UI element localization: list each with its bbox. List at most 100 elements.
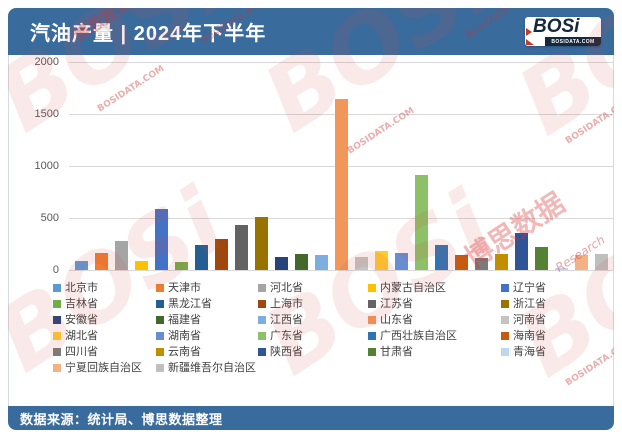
- legend-swatch-icon: [156, 348, 164, 356]
- legend-item-四川省: 四川省: [53, 346, 156, 358]
- legend-item-新疆维吾尔自治区: 新疆维吾尔自治区: [156, 362, 258, 374]
- legend-swatch-icon: [53, 364, 61, 372]
- legend-label: 海南省: [513, 330, 546, 342]
- footer-bar: 数据来源：统计局、博思数据整理: [8, 406, 614, 430]
- legend-label: 黑龙江省: [168, 298, 212, 310]
- bar-浙江省: [254, 217, 268, 270]
- legend-item-云南省: 云南省: [156, 346, 258, 358]
- bar-河北省: [114, 240, 128, 270]
- legend-label: 陕西省: [270, 346, 303, 358]
- legend-swatch-icon: [368, 348, 376, 356]
- bosi-logo: BOSi BOSIDATA.COM: [525, 17, 601, 46]
- bar-青海省: [554, 268, 568, 270]
- gridline-0: [69, 270, 613, 271]
- logo-wordmark: BOSi: [533, 17, 580, 37]
- legend-swatch-icon: [501, 284, 509, 292]
- legend-swatch-icon: [258, 316, 266, 324]
- legend-item-甘肃省: 甘肃省: [368, 346, 501, 358]
- bar-吉林省: [174, 262, 188, 270]
- legend-item-陕西省: 陕西省: [258, 346, 368, 358]
- page-title: 汽油产量 | 2024年下半年: [30, 23, 267, 45]
- y-tick-label-2000: 2000: [34, 56, 59, 68]
- bar-新疆维吾尔自治区: [594, 254, 608, 270]
- bar-山东省: [334, 99, 348, 270]
- legend-item-天津市: 天津市: [156, 282, 258, 294]
- bar-内蒙古自治区: [134, 261, 148, 270]
- legend-item-江苏省: 江苏省: [368, 298, 501, 310]
- legend-swatch-icon: [368, 300, 376, 308]
- legend-swatch-icon: [156, 316, 164, 324]
- y-tick-label-0: 0: [52, 264, 59, 276]
- legend-swatch-icon: [53, 316, 61, 324]
- legend-label: 广西壮族自治区: [380, 330, 457, 342]
- logo-red-triangle-icon: [526, 28, 532, 36]
- legend-label: 北京市: [65, 282, 98, 294]
- legend-swatch-icon: [368, 284, 376, 292]
- bar-甘肃省: [534, 246, 548, 270]
- legend-item-青海省: 青海省: [501, 346, 605, 358]
- legend-label: 新疆维吾尔自治区: [168, 362, 256, 374]
- legend-item-江西省: 江西省: [258, 314, 368, 326]
- chart-card: 汽油产量 | 2024年下半年 BOSi BOSIDATA.COM 0 500 10…: [8, 8, 614, 430]
- legend-item-黑龙江省: 黑龙江省: [156, 298, 258, 310]
- legend-swatch-icon: [53, 284, 61, 292]
- bar-安徽省: [274, 257, 288, 270]
- legend-swatch-icon: [156, 284, 164, 292]
- legend-item-福建省: 福建省: [156, 314, 258, 326]
- bar-广西壮族自治区: [434, 245, 448, 270]
- legend-swatch-icon: [156, 364, 164, 372]
- data-source-note: 数据来源：统计局、博思数据整理: [20, 411, 223, 427]
- legend-label: 江苏省: [380, 298, 413, 310]
- legend-item-宁夏回族自治区: 宁夏回族自治区: [53, 362, 156, 374]
- legend-item-浙江省: 浙江省: [501, 298, 605, 310]
- legend-item-河南省: 河南省: [501, 314, 605, 326]
- legend-item-湖南省: 湖南省: [156, 330, 258, 342]
- legend-label: 湖南省: [168, 330, 201, 342]
- legend-swatch-icon: [501, 348, 509, 356]
- legend-label: 青海省: [513, 346, 546, 358]
- chart-area: 0 500 1000 1500 2000 北京市 天津市 河北省 内蒙古自治区 辽宁省 吉林省 黑龙…: [8, 55, 614, 406]
- legend: 北京市 天津市 河北省 内蒙古自治区 辽宁省吉林省 黑龙江省 上海市 江苏省 浙江省安徽省 福建省…: [53, 282, 605, 374]
- legend-swatch-icon: [368, 316, 376, 324]
- legend-swatch-icon: [258, 284, 266, 292]
- legend-swatch-icon: [258, 300, 266, 308]
- legend-item-辽宁省: 辽宁省: [501, 282, 605, 294]
- legend-item-广西壮族自治区: 广西壮族自治区: [368, 330, 501, 342]
- bar-海南省: [454, 254, 468, 270]
- legend-swatch-icon: [501, 300, 509, 308]
- bar-云南省: [494, 253, 508, 270]
- y-tick-label-500: 500: [40, 212, 59, 224]
- y-tick-label-1000: 1000: [34, 160, 59, 172]
- legend-item-海南省: 海南省: [501, 330, 605, 342]
- legend-label: 江西省: [270, 314, 303, 326]
- legend-swatch-icon: [53, 300, 61, 308]
- legend-label: 吉林省: [65, 298, 98, 310]
- bar-广东省: [414, 175, 428, 270]
- gridline-2000: [69, 62, 613, 63]
- legend-item-山东省: 山东省: [368, 314, 501, 326]
- legend-label: 云南省: [168, 346, 201, 358]
- legend-label: 宁夏回族自治区: [65, 362, 142, 374]
- legend-label: 河北省: [270, 282, 303, 294]
- legend-item-安徽省: 安徽省: [53, 314, 156, 326]
- legend-swatch-icon: [501, 316, 509, 324]
- legend-label: 浙江省: [513, 298, 546, 310]
- bar-陕西省: [514, 232, 528, 270]
- legend-label: 天津市: [168, 282, 201, 294]
- legend-item-上海市: 上海市: [258, 298, 368, 310]
- legend-swatch-icon: [368, 332, 376, 340]
- legend-item-河北省: 河北省: [258, 282, 368, 294]
- logo-domain-strip: BOSIDATA.COM: [545, 37, 601, 46]
- legend-item-湖北省: 湖北省: [53, 330, 156, 342]
- bar-河南省: [354, 257, 368, 270]
- bar-宁夏回族自治区: [574, 255, 588, 270]
- legend-label: 福建省: [168, 314, 201, 326]
- bar-上海市: [214, 239, 228, 270]
- legend-item-内蒙古自治区: 内蒙古自治区: [368, 282, 501, 294]
- legend-swatch-icon: [258, 348, 266, 356]
- legend-label: 广东省: [270, 330, 303, 342]
- bar-天津市: [94, 253, 108, 270]
- legend-swatch-icon: [156, 300, 164, 308]
- legend-label: 甘肃省: [380, 346, 413, 358]
- legend-label: 湖北省: [65, 330, 98, 342]
